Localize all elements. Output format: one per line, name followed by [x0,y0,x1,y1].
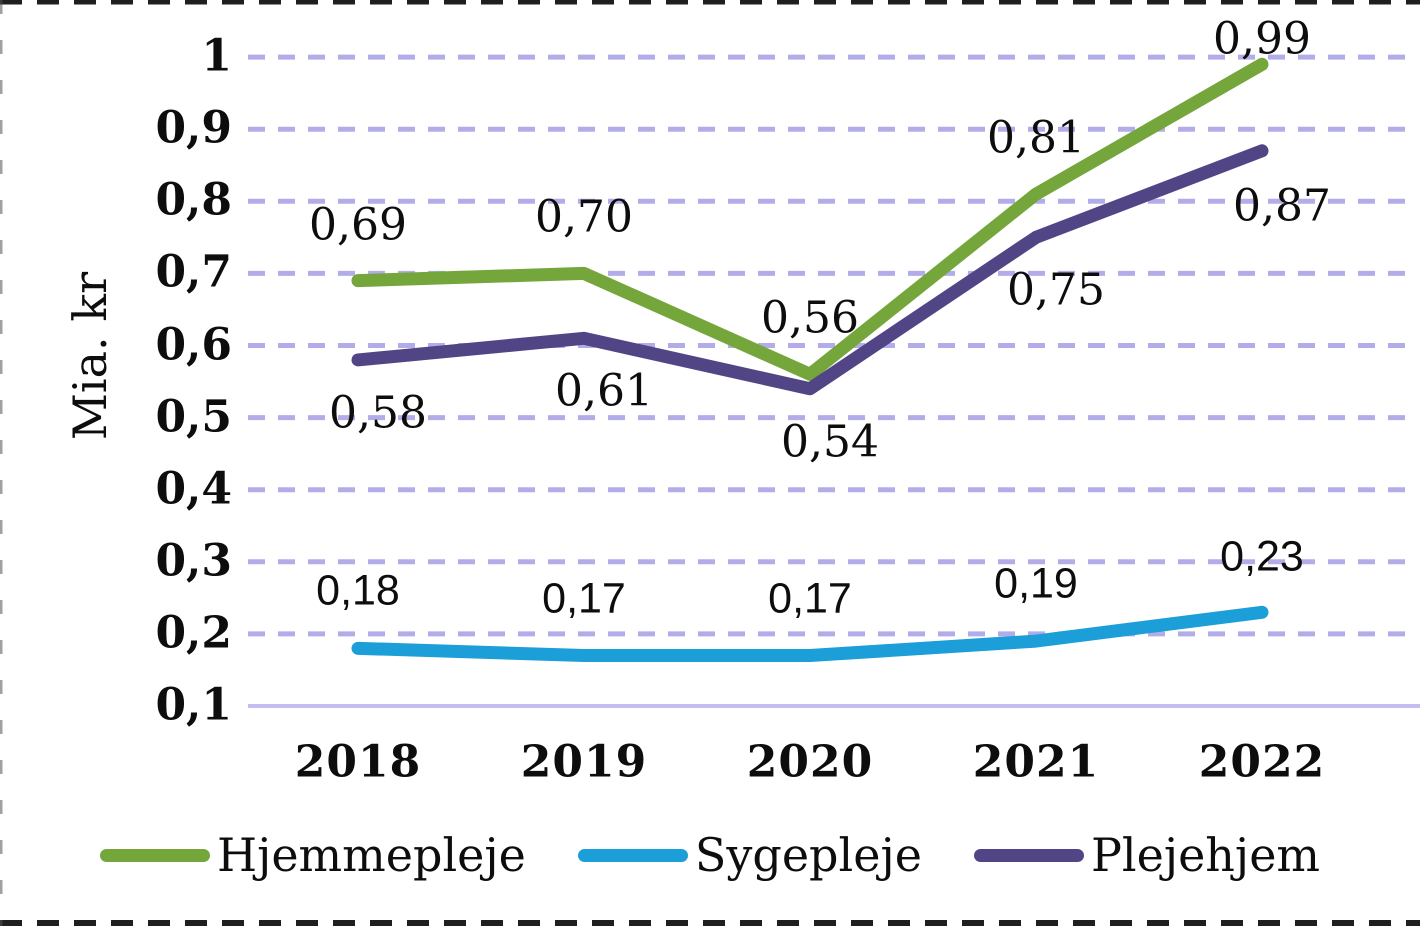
legend-label: Sygepleje [694,828,922,882]
y-tick-label: 0,9 [155,102,232,154]
data-label-hjemmepleje: 0,81 [987,112,1085,164]
y-tick-label: 0,3 [155,535,232,587]
y-tick-label: 0,5 [155,391,232,443]
data-label-plejehjem: 0,54 [781,416,879,468]
data-label-sygepleje: 0,19 [994,559,1078,608]
y-tick-label: 0,6 [155,318,232,370]
x-tick-label: 2022 [1198,736,1326,788]
series-line-plejehjem [351,144,1269,396]
y-tick-label: 0,1 [155,679,232,731]
legend-line-swatch [973,848,1084,862]
legend-line-swatch [577,848,688,862]
series-line-sygepleje [351,605,1269,663]
data-label-sygepleje: 0,17 [542,574,626,623]
y-tick-label: 0,8 [155,174,232,226]
series-line-hjemmepleje [351,57,1269,381]
data-label-plejehjem: 0,87 [1233,180,1331,232]
chart-legend: Hjemmepleje Sygepleje Plejehjem [0,826,1420,884]
data-label-plejehjem: 0,58 [329,387,427,439]
data-label-plejehjem: 0,61 [555,365,653,417]
data-label-hjemmepleje: 0,56 [761,292,859,344]
x-tick-label: 2019 [520,736,648,788]
y-tick-label: 0,7 [155,246,232,298]
legend-label: Hjemmepleje [216,828,526,882]
data-label-sygepleje: 0,17 [768,574,852,623]
data-label-hjemmepleje: 0,69 [309,199,407,251]
data-label-hjemmepleje: 0,99 [1213,13,1311,65]
data-label-plejehjem: 0,75 [1007,264,1105,316]
y-tick-label: 1 [201,30,232,82]
y-tick-label: 0,4 [155,463,232,515]
x-tick-label: 2021 [972,736,1100,788]
data-label-hjemmepleje: 0,70 [535,191,633,243]
legend-item-sygepleje: Sygepleje [577,828,922,882]
x-tick-label: 2020 [746,736,874,788]
y-tick-label: 0,2 [155,607,232,659]
legend-label: Plejehjem [1090,828,1321,882]
data-label-sygepleje: 0,18 [316,566,400,615]
legend-item-plejehjem: Plejehjem [973,828,1321,882]
y-axis-title: Mia. kr [63,271,117,441]
legend-line-swatch [99,848,210,862]
legend-item-hjemmepleje: Hjemmepleje [99,828,526,882]
data-label-sygepleje: 0,23 [1220,532,1304,581]
x-tick-label: 2018 [294,736,422,788]
